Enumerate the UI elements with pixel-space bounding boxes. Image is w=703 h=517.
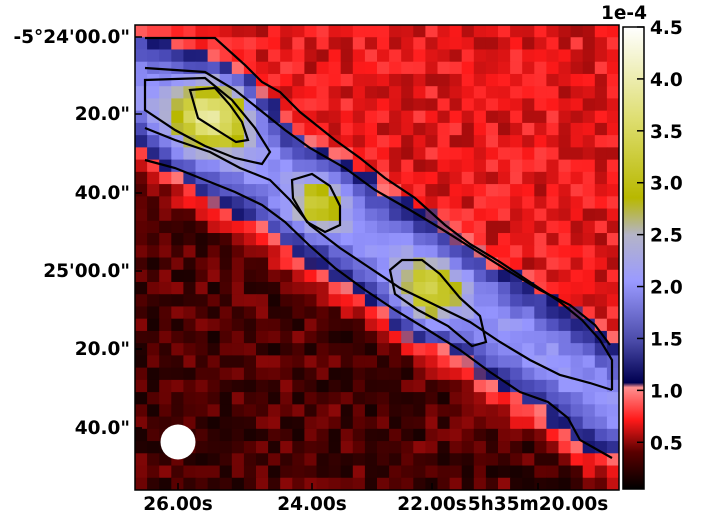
y-tick-label: -5°24'00.0" [14,27,131,48]
x-tick-label: 5h35m20.00s [468,494,609,513]
colorbar-tick-label: 1.0 [650,381,683,402]
contour-outer-lower [144,158,613,459]
contour-inner-upper [144,66,611,346]
colorbar-tick-label: 3.5 [650,122,683,143]
y-tick-label: 40.0" [75,183,130,204]
colorbar-tick-label: 2.5 [650,226,683,247]
contour-peak-2 [290,172,342,234]
colorbar-frame [622,26,645,490]
contour-peak-1 [143,76,272,166]
colorbar-tick-label: 0.5 [650,433,683,454]
map-pixels [135,25,619,490]
y-tick-label: 20.0" [75,339,130,360]
intensity-map [134,24,620,491]
x-tick-label: 24.00s [277,494,347,513]
colorbar-gradient [623,27,644,489]
colorbar-exponent-label: 1e-4 [601,3,647,24]
colorbar: 1e-4 4.5 4.0 3.5 3.0 2.5 2.0 1.5 1.0 0.5 [601,3,683,490]
contour-inner-lower [144,126,613,392]
colorbar-tick-label: 2.0 [650,278,683,299]
y-tick-label: 25'00.0" [43,261,130,282]
contour-peak-3 [388,258,488,348]
x-tick-label: 22.00s [397,494,467,513]
contour-lines [143,36,614,459]
y-tick-label: 40.0" [75,418,130,439]
contour-peak-1-inner [188,86,250,144]
x-tick-label: 26.00s [143,494,213,513]
colorbar-tick-label: 4.0 [650,70,683,91]
contour-outer-upper [145,36,614,390]
beam-size-marker [160,424,196,460]
x-axis: 26.00s 24.00s 22.00s 5h35m20.00s [143,483,609,515]
colorbar-tick-label: 3.0 [650,174,683,195]
colorbar-tick-label: 1.5 [650,329,683,350]
colorbar-tick-label: 4.5 [650,18,683,39]
y-tick-label: 20.0" [75,104,130,125]
y-axis: -5°24'00.0" 20.0" 40.0" 25'00.0" 20.0" 4… [14,27,142,439]
map-frame [134,24,620,491]
